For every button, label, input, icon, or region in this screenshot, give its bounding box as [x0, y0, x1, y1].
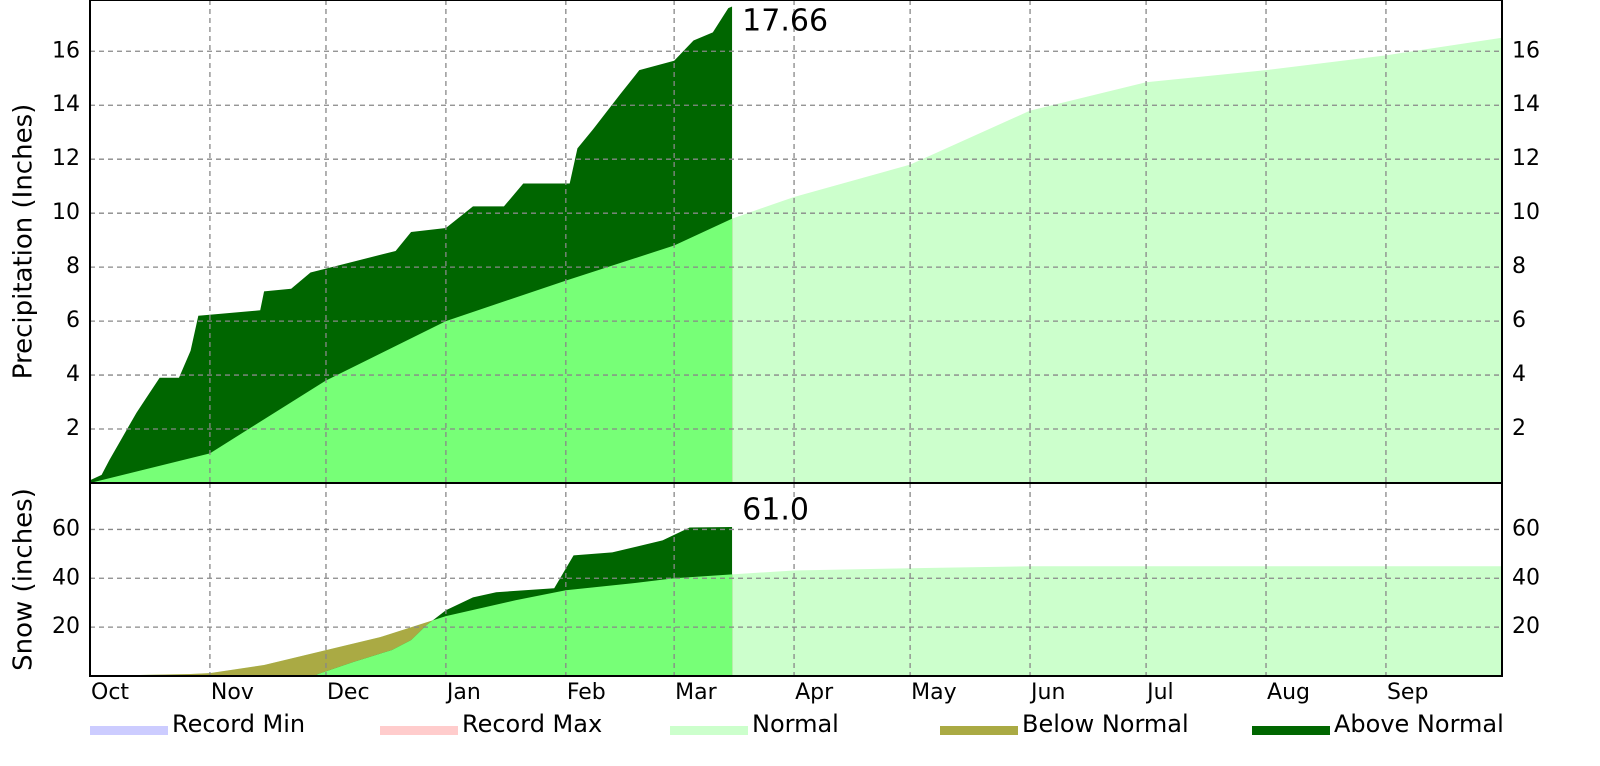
legend-label: Above Normal — [1334, 710, 1504, 738]
y2-tick-label: 16 — [1512, 38, 1540, 63]
y2-tick-label: 8 — [1512, 254, 1526, 279]
y-tick-label: 14 — [52, 92, 80, 117]
annotation: 61.0 — [742, 492, 809, 527]
x-tick-label: Feb — [567, 680, 606, 705]
legend-label: Normal — [752, 710, 839, 738]
normal-past-area — [90, 566, 733, 676]
legend-swatch — [940, 726, 1018, 735]
y-tick-label: 6 — [66, 308, 80, 333]
legend-label: Below Normal — [1022, 710, 1189, 738]
plot-area — [90, 6, 1502, 483]
x-tick-label: Sep — [1387, 680, 1428, 705]
y2-tick-label: 4 — [1512, 362, 1526, 387]
observed-clip — [90, 37, 733, 483]
x-tick-label: Mar — [675, 680, 717, 705]
y2-tick-label: 20 — [1512, 614, 1540, 639]
x-tick-label: Jan — [445, 680, 481, 705]
x-tick-label: Aug — [1267, 680, 1310, 705]
x-tick-label: Dec — [327, 680, 370, 705]
plot-area — [90, 526, 1502, 676]
y2-tick-label: 2 — [1512, 416, 1526, 441]
y2-tick-label: 40 — [1512, 565, 1540, 590]
legend-swatch — [380, 726, 458, 735]
x-tick-label: Oct — [91, 680, 129, 705]
y-tick-label: 2 — [66, 416, 80, 441]
y-axis-title: Precipitation (Inches) — [9, 104, 39, 380]
legend-swatch — [670, 726, 748, 735]
y-tick-label: 8 — [66, 254, 80, 279]
y-tick-label: 10 — [52, 200, 80, 225]
past-layer — [90, 6, 733, 483]
y-tick-label: 20 — [52, 614, 80, 639]
y-tick-label: 4 — [66, 362, 80, 387]
x-tick-label: May — [911, 680, 956, 705]
plot-frame — [89, 482, 1503, 677]
y2-tick-label: 14 — [1512, 92, 1540, 117]
y2-tick-label: 12 — [1512, 146, 1540, 171]
annotation: 17.66 — [742, 4, 828, 39]
legend-label: Record Max — [462, 710, 602, 738]
legend-swatch — [1252, 726, 1330, 735]
past-layer — [90, 526, 733, 676]
y-tick-label: 60 — [52, 516, 80, 541]
y-axis-title: Snow (inches) — [9, 488, 39, 671]
observed-clip — [90, 566, 733, 676]
y2-tick-label: 10 — [1512, 200, 1540, 225]
x-tick-label: Nov — [211, 680, 254, 705]
y-tick-label: 12 — [52, 146, 80, 171]
legend-label: Record Min — [172, 710, 305, 738]
y-tick-label: 40 — [52, 565, 80, 590]
legend-swatch — [90, 726, 168, 735]
y2-tick-label: 6 — [1512, 308, 1526, 333]
x-tick-label: Jul — [1145, 680, 1174, 705]
normal-past-area — [90, 37, 733, 483]
y2-tick-label: 60 — [1512, 516, 1540, 541]
x-tick-label: Jun — [1029, 680, 1065, 705]
x-tick-label: Apr — [795, 680, 834, 705]
y-tick-label: 16 — [52, 38, 80, 63]
